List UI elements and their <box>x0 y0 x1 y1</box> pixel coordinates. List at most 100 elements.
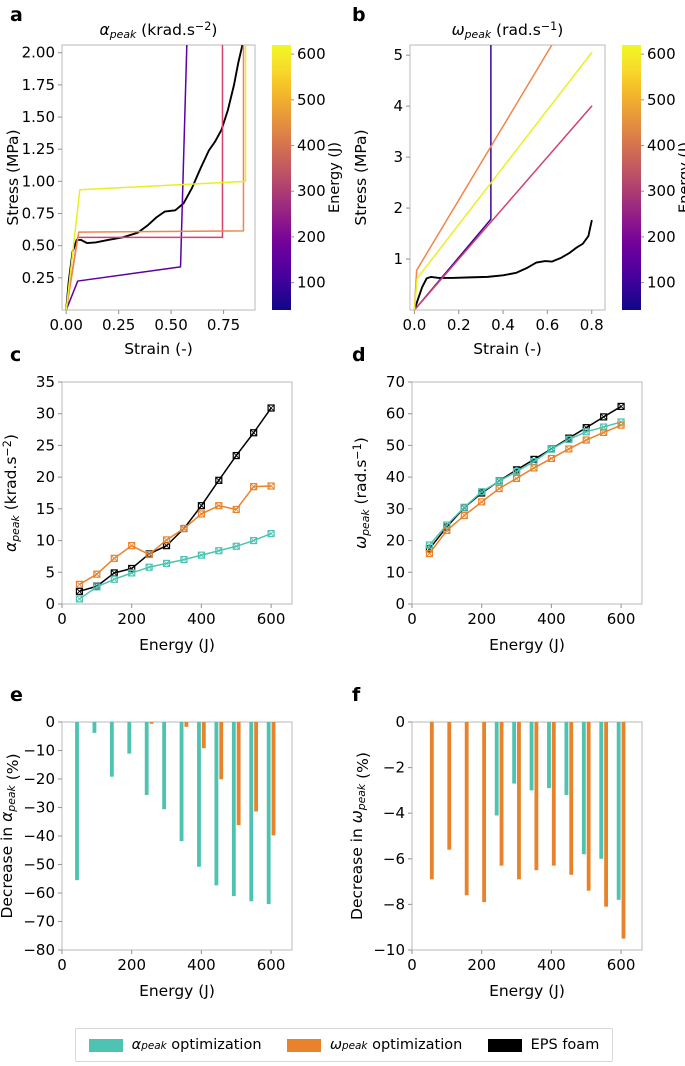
panel-f: 0 200 400 600 0 −2 −4 −6 −8 −10 Energy (J) Decrease… <box>342 680 685 1025</box>
svg-text:−20: −20 <box>23 770 55 788</box>
svg-text:0: 0 <box>45 595 55 613</box>
panel-e: 0 200 400 600 0 −10 −20 −30 −40 −50 −60 −70 −80 Energ… <box>0 680 342 1025</box>
svg-text:200: 200 <box>467 610 496 628</box>
svg-text:500: 500 <box>297 91 326 109</box>
panel-c: 0 200 400 600 0 5 10 15 20 25 30 35 Energy (J) αpeak … <box>0 340 342 680</box>
svg-text:Stress (MPa): Stress (MPa) <box>4 129 22 225</box>
svg-text:200: 200 <box>117 956 146 974</box>
panel-b: ωpeak (rad.s−1) 0.0 0.2 0.4 0.6 0.8 1 2 3 4 5 Strai… <box>342 0 685 358</box>
svg-text:60: 60 <box>386 405 405 423</box>
legend-item-alpha: αpeak optimization <box>88 1037 262 1053</box>
svg-text:−40: −40 <box>23 827 55 845</box>
svg-text:200: 200 <box>297 228 326 246</box>
svg-text:600: 600 <box>297 45 326 63</box>
panel-d: 0 200 400 600 0 10 20 30 40 50 60 70 Energy (J) ωpeak… <box>342 340 685 680</box>
svg-text:0: 0 <box>395 595 405 613</box>
svg-text:30: 30 <box>386 500 405 518</box>
svg-text:−50: −50 <box>23 856 55 874</box>
svg-text:400: 400 <box>297 137 326 155</box>
svg-text:Energy (J): Energy (J) <box>139 982 215 1000</box>
panel-label-d: d <box>352 344 366 366</box>
svg-text:400: 400 <box>187 956 216 974</box>
svg-text:500: 500 <box>647 91 676 109</box>
panel-label-f: f <box>352 684 361 706</box>
svg-text:20: 20 <box>386 532 405 550</box>
svg-text:0.4: 0.4 <box>491 316 515 334</box>
svg-text:600: 600 <box>607 956 636 974</box>
svg-text:0: 0 <box>395 713 405 731</box>
svg-text:0: 0 <box>407 956 417 974</box>
svg-text:Energy (J): Energy (J) <box>489 636 565 654</box>
svg-text:ωpeak (rad.s−1): ωpeak (rad.s−1) <box>452 20 564 41</box>
svg-text:−70: −70 <box>23 913 55 931</box>
legend-swatch-omega <box>286 1038 321 1052</box>
legend-swatch-eps <box>487 1038 522 1052</box>
svg-text:αpeak (krad.s−2): αpeak (krad.s−2) <box>100 20 218 41</box>
svg-text:600: 600 <box>257 610 286 628</box>
svg-text:4: 4 <box>393 97 403 115</box>
svg-text:Energy (J): Energy (J) <box>677 142 685 213</box>
svg-text:Energy (J): Energy (J) <box>327 142 343 213</box>
svg-text:400: 400 <box>647 137 676 155</box>
svg-text:1.25: 1.25 <box>22 140 55 158</box>
svg-text:600: 600 <box>647 45 676 63</box>
svg-text:400: 400 <box>187 610 216 628</box>
svg-text:Energy (J): Energy (J) <box>489 982 565 1000</box>
svg-text:1.00: 1.00 <box>22 172 55 190</box>
svg-text:−8: −8 <box>383 895 405 913</box>
svg-text:Strain (-): Strain (-) <box>473 340 542 358</box>
svg-text:25: 25 <box>36 436 55 454</box>
svg-text:Decrease in αpeak (%): Decrease in αpeak (%) <box>0 753 22 918</box>
legend-label-eps: EPS foam <box>530 1037 600 1053</box>
svg-text:50: 50 <box>386 436 405 454</box>
svg-text:10: 10 <box>36 532 55 550</box>
svg-text:1: 1 <box>393 250 403 268</box>
svg-text:0.25: 0.25 <box>22 269 55 287</box>
svg-text:100: 100 <box>297 274 326 292</box>
svg-text:Energy (J): Energy (J) <box>139 636 215 654</box>
svg-text:0: 0 <box>57 610 67 628</box>
svg-text:15: 15 <box>36 500 55 518</box>
svg-text:2: 2 <box>393 199 403 217</box>
legend-item-eps: EPS foam <box>487 1037 600 1053</box>
svg-text:70: 70 <box>386 373 405 391</box>
svg-text:0.75: 0.75 <box>207 316 240 334</box>
svg-text:0.25: 0.25 <box>102 316 135 334</box>
svg-text:300: 300 <box>647 182 676 200</box>
svg-text:0.50: 0.50 <box>22 237 55 255</box>
svg-text:ωpeak (rad.s−1): ωpeak (rad.s−1) <box>351 437 372 549</box>
svg-text:400: 400 <box>537 956 566 974</box>
legend-swatch-alpha <box>88 1038 123 1052</box>
panel-label-e: e <box>10 684 23 706</box>
svg-text:1.50: 1.50 <box>22 108 55 126</box>
svg-text:40: 40 <box>386 468 405 486</box>
svg-text:400: 400 <box>537 610 566 628</box>
svg-text:5: 5 <box>393 46 403 64</box>
panel-a: αpeak (krad.s−2) 0.00 0.25 0.50 0.75 0.25 0.50… <box>0 0 343 358</box>
svg-text:0.8: 0.8 <box>580 316 604 334</box>
svg-text:Strain (-): Strain (-) <box>124 340 193 358</box>
svg-text:200: 200 <box>647 228 676 246</box>
svg-text:−80: −80 <box>23 941 55 959</box>
svg-text:200: 200 <box>467 956 496 974</box>
svg-text:−30: −30 <box>23 799 55 817</box>
svg-text:10: 10 <box>386 563 405 581</box>
svg-text:0: 0 <box>45 713 55 731</box>
svg-text:600: 600 <box>257 956 286 974</box>
figure-legend: αpeak optimization ωpeak optimization EP… <box>75 1028 613 1062</box>
svg-text:0: 0 <box>57 956 67 974</box>
legend-label-alpha: αpeak optimization <box>131 1037 262 1053</box>
svg-text:0.0: 0.0 <box>403 316 427 334</box>
svg-text:20: 20 <box>36 468 55 486</box>
svg-text:0.6: 0.6 <box>535 316 559 334</box>
svg-text:0.50: 0.50 <box>154 316 187 334</box>
svg-text:−6: −6 <box>383 850 405 868</box>
svg-text:−2: −2 <box>383 759 405 777</box>
svg-text:−10: −10 <box>373 941 405 959</box>
svg-text:30: 30 <box>36 405 55 423</box>
svg-text:2.00: 2.00 <box>22 44 55 62</box>
svg-text:300: 300 <box>297 182 326 200</box>
legend-label-omega: ωpeak optimization <box>329 1037 463 1053</box>
svg-text:Stress (MPa): Stress (MPa) <box>352 129 370 225</box>
